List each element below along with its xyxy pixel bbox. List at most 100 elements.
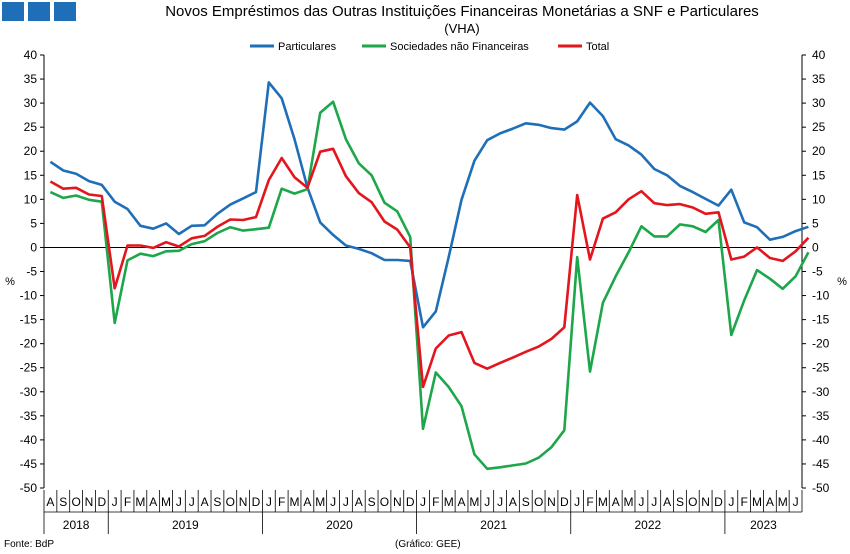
logo-block bbox=[28, 2, 50, 21]
month-label: M bbox=[315, 495, 325, 509]
month-label: J bbox=[574, 495, 580, 509]
series-line bbox=[49, 81, 809, 329]
month-label: O bbox=[688, 495, 697, 509]
year-label: 2018 bbox=[63, 518, 90, 532]
chart-subtitle: (VHA) bbox=[444, 21, 480, 36]
month-label: D bbox=[714, 495, 723, 509]
month-label: J bbox=[793, 495, 799, 509]
month-label: A bbox=[509, 495, 517, 509]
month-label: J bbox=[638, 495, 644, 509]
month-label: A bbox=[355, 495, 363, 509]
month-label: F bbox=[741, 495, 748, 509]
y-tick-label-right: -10 bbox=[812, 289, 830, 303]
y-tick-label-right: 15 bbox=[812, 168, 826, 182]
month-label: J bbox=[651, 495, 657, 509]
month-label: F bbox=[586, 495, 593, 509]
month-label: M bbox=[598, 495, 608, 509]
y-tick-label-right: -15 bbox=[812, 313, 830, 327]
y-tick-label-left: 0 bbox=[30, 240, 37, 254]
y-tick-label-left: 10 bbox=[24, 192, 38, 206]
month-label: N bbox=[85, 495, 94, 509]
month-label: N bbox=[547, 495, 556, 509]
y-tick-label-right: -50 bbox=[812, 481, 830, 495]
y-tick-label-right: 0 bbox=[812, 240, 819, 254]
y-tick-label-right: 20 bbox=[812, 144, 826, 158]
month-label: D bbox=[406, 495, 415, 509]
month-label: M bbox=[135, 495, 145, 509]
month-label: F bbox=[432, 495, 439, 509]
series-line bbox=[49, 147, 810, 389]
month-label: M bbox=[290, 495, 300, 509]
y-tick-label-left: 5 bbox=[30, 216, 37, 230]
y-tick-label-left: -30 bbox=[20, 385, 38, 399]
month-label: O bbox=[71, 495, 80, 509]
y-tick-label-left: -50 bbox=[20, 481, 38, 495]
logo-block bbox=[2, 2, 24, 21]
month-label: J bbox=[189, 495, 195, 509]
y-tick-label-left: -40 bbox=[20, 433, 38, 447]
y-tick-label-left: 30 bbox=[24, 96, 38, 110]
y-axis-label-right: % bbox=[837, 276, 847, 288]
y-tick-label-right: -35 bbox=[812, 409, 830, 423]
y-tick-label-right: -5 bbox=[812, 265, 823, 279]
y-tick-label-left: -35 bbox=[20, 409, 38, 423]
month-label: N bbox=[239, 495, 248, 509]
y-tick-label-right: -25 bbox=[812, 361, 830, 375]
month-label: J bbox=[343, 495, 349, 509]
month-label: S bbox=[213, 495, 221, 509]
month-label: A bbox=[303, 495, 311, 509]
legend-label: Particulares bbox=[278, 41, 337, 53]
legend-label: Total bbox=[586, 41, 609, 53]
month-label: J bbox=[330, 495, 336, 509]
month-label: F bbox=[124, 495, 131, 509]
y-tick-label-right: 30 bbox=[812, 96, 826, 110]
y-tick-label-right: 35 bbox=[812, 72, 826, 86]
series-line bbox=[49, 100, 810, 471]
y-tick-label-left: -10 bbox=[20, 289, 38, 303]
month-label: M bbox=[161, 495, 171, 509]
month-label: O bbox=[226, 495, 235, 509]
y-tick-label-left: 15 bbox=[24, 168, 38, 182]
month-label: A bbox=[46, 495, 54, 509]
month-label: J bbox=[266, 495, 272, 509]
month-label: S bbox=[368, 495, 376, 509]
logo-block bbox=[54, 2, 76, 21]
y-tick-label-right: -45 bbox=[812, 457, 830, 471]
y-tick-label-left: 20 bbox=[24, 144, 38, 158]
logo bbox=[2, 2, 76, 21]
month-label: J bbox=[176, 495, 182, 509]
month-label: N bbox=[701, 495, 710, 509]
month-label: D bbox=[560, 495, 569, 509]
month-label: J bbox=[728, 495, 734, 509]
month-label: O bbox=[380, 495, 389, 509]
legend-label: Sociedades não Financeiras bbox=[390, 41, 529, 53]
month-label: M bbox=[778, 495, 788, 509]
y-tick-label-left: -20 bbox=[20, 337, 38, 351]
y-tick-label-left: 25 bbox=[24, 120, 38, 134]
month-label: A bbox=[149, 495, 157, 509]
month-label: J bbox=[420, 495, 426, 509]
month-label: N bbox=[393, 495, 402, 509]
month-label: S bbox=[676, 495, 684, 509]
y-tick-label-left: -5 bbox=[26, 265, 37, 279]
chart-title: Novos Empréstimos das Outras Instituiçõe… bbox=[165, 3, 759, 20]
month-label: A bbox=[766, 495, 774, 509]
y-tick-label-left: 35 bbox=[24, 72, 38, 86]
y-tick-label-left: -15 bbox=[20, 313, 38, 327]
month-label: D bbox=[252, 495, 261, 509]
year-label: 2023 bbox=[750, 518, 777, 532]
y-tick-label-left: 40 bbox=[24, 48, 38, 62]
month-label: A bbox=[458, 495, 466, 509]
year-label: 2020 bbox=[326, 518, 353, 532]
month-label: S bbox=[522, 495, 530, 509]
month-label: A bbox=[612, 495, 620, 509]
month-label: S bbox=[59, 495, 67, 509]
series-lines bbox=[49, 81, 810, 471]
month-label: A bbox=[663, 495, 671, 509]
month-label: J bbox=[112, 495, 118, 509]
month-label: J bbox=[497, 495, 503, 509]
month-label: J bbox=[484, 495, 490, 509]
month-label: M bbox=[469, 495, 479, 509]
